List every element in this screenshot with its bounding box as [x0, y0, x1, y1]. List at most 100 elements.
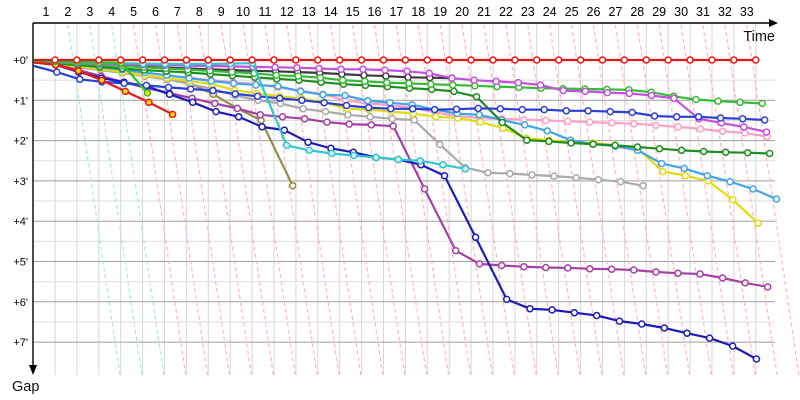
- lap-marker: [470, 76, 478, 84]
- lap-marker: [760, 116, 769, 124]
- lap-marker: [594, 175, 603, 184]
- lap-marker: [272, 71, 281, 80]
- lap-marker: [388, 115, 397, 123]
- x-tick-label: 7: [174, 5, 181, 19]
- y-tick-label: +4': [13, 216, 28, 228]
- lap-line-pink: [746, 24, 800, 376]
- lap-marker: [696, 270, 704, 278]
- x-tick-label: 24: [543, 5, 557, 19]
- lap-marker: [379, 56, 388, 64]
- lap-marker: [188, 98, 197, 107]
- x-tick-label: 10: [236, 5, 250, 19]
- lap-marker: [542, 116, 550, 125]
- lap-marker: [382, 72, 390, 80]
- lap-marker: [752, 56, 760, 64]
- x-tick-label: 30: [674, 5, 688, 19]
- lap-marker: [652, 268, 660, 276]
- lap-marker: [359, 65, 367, 74]
- lap-marker: [763, 283, 772, 291]
- lap-marker: [416, 157, 425, 165]
- lap-marker: [450, 87, 458, 96]
- lap-marker: [550, 172, 558, 180]
- lap-marker: [425, 69, 434, 78]
- lap-marker: [520, 121, 529, 129]
- lap-line-pink: [133, 24, 187, 376]
- lap-marker: [606, 107, 614, 116]
- lap-line-pink: [286, 24, 340, 376]
- lap-marker: [274, 82, 282, 90]
- lap-marker: [209, 86, 217, 95]
- lap-marker: [361, 77, 369, 86]
- x-tick-label: 22: [499, 5, 513, 19]
- lap-marker: [121, 87, 130, 96]
- lap-marker: [589, 140, 597, 148]
- lap-line-cyan: [67, 24, 121, 376]
- lap-marker: [630, 266, 638, 274]
- x-tick-label: 18: [411, 5, 425, 19]
- lap-line-pink: [308, 24, 362, 376]
- x-tick-label: 31: [696, 5, 710, 19]
- lap-marker: [628, 108, 636, 117]
- lap-marker: [338, 76, 347, 84]
- lap-marker: [514, 78, 523, 87]
- x-tick-label: 8: [196, 5, 203, 19]
- lap-marker: [451, 246, 460, 255]
- x-tick-labels: 1 2 3 4 5 6 7 8 9 10 11 12 13 14 15 16 17 18 19 20 21 22 23 24 2…: [43, 5, 754, 19]
- lap-marker: [449, 81, 457, 89]
- lap-marker: [536, 81, 545, 89]
- lap-marker: [572, 173, 580, 182]
- lap-marker: [212, 107, 220, 116]
- lap-marker: [705, 334, 714, 342]
- lap-marker: [345, 120, 353, 128]
- lap-marker: [299, 105, 307, 113]
- lap-line-pink: [592, 24, 647, 376]
- lap-marker: [752, 355, 761, 363]
- lap-marker: [305, 146, 314, 155]
- lap-line-pink: [483, 24, 537, 376]
- lap-marker: [292, 56, 300, 64]
- lap-marker: [316, 73, 325, 82]
- lap-marker: [681, 171, 690, 180]
- lap-marker: [168, 110, 177, 119]
- lap-marker: [73, 56, 81, 64]
- lap-marker: [694, 113, 703, 121]
- x-tick-label: 15: [346, 5, 360, 19]
- lap-marker: [650, 112, 659, 120]
- lap-marker: [211, 99, 219, 108]
- lap-marker: [226, 56, 234, 64]
- lap-marker: [677, 146, 686, 155]
- lap-marker: [762, 128, 771, 136]
- lap-marker: [686, 56, 694, 64]
- lap-marker: [642, 56, 651, 64]
- series-line-green: [33, 60, 763, 105]
- lap-marker: [471, 233, 480, 242]
- lap-marker: [728, 342, 737, 350]
- lap-marker: [360, 71, 368, 80]
- lap-marker: [528, 171, 536, 179]
- lap-marker: [474, 104, 483, 113]
- lap-line-pink: [439, 24, 493, 376]
- lap-line-pink: [614, 24, 669, 376]
- lap-marker: [714, 97, 722, 105]
- lap-marker: [51, 56, 59, 64]
- lap-line-pink: [461, 24, 515, 376]
- lap-marker: [520, 262, 528, 271]
- lap-marker: [467, 56, 475, 64]
- x-tick-label: 2: [64, 5, 71, 19]
- lap-marker: [357, 56, 366, 64]
- lap-marker: [581, 87, 590, 96]
- lap-marker: [475, 260, 484, 268]
- lap-marker: [741, 279, 749, 287]
- lap-marker: [498, 118, 507, 127]
- lap-marker: [638, 320, 646, 328]
- lap-marker: [616, 177, 625, 186]
- lap-marker: [143, 89, 152, 97]
- x-tick-label: 3: [86, 5, 93, 19]
- lap-line-pink: [724, 24, 778, 376]
- lap-marker: [545, 137, 553, 146]
- x-tick-label: 21: [477, 5, 491, 19]
- lap-marker: [660, 324, 669, 332]
- lap-marker: [475, 111, 484, 119]
- lap-marker: [729, 196, 737, 204]
